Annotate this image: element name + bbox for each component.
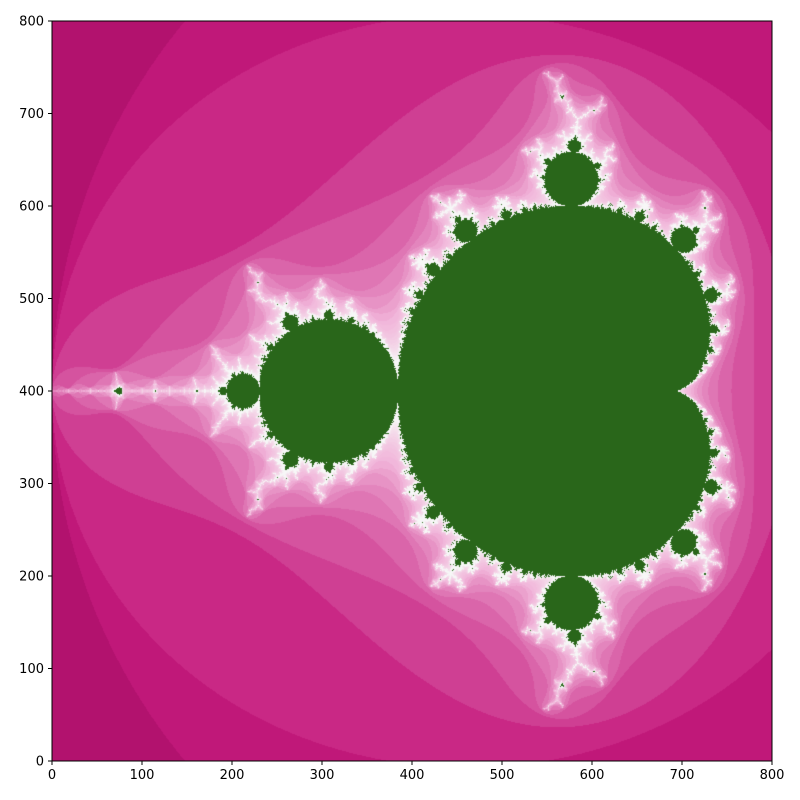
y-tick-label: 300 (19, 477, 44, 492)
y-axis: 0 100 200 300 400 500 600 700 800 (19, 15, 52, 770)
y-tick-label: 600 (19, 200, 44, 215)
y-tick-label: 100 (19, 662, 44, 677)
x-tick-label: 700 (670, 768, 695, 783)
x-tick-label: 0 (48, 768, 56, 783)
x-tick-label: 500 (490, 768, 515, 783)
plot-area (52, 21, 772, 761)
x-tick-label: 100 (130, 768, 155, 783)
y-tick-label: 500 (19, 292, 44, 307)
y-tick-label: 800 (19, 15, 44, 30)
x-tick-label: 400 (400, 768, 425, 783)
y-tick-label: 400 (19, 385, 44, 400)
y-tick-label: 0 (36, 755, 44, 770)
x-axis: 0 100 200 300 400 500 600 700 800 (48, 761, 785, 783)
y-tick-label: 200 (19, 570, 44, 585)
fractal-heatmap-image (52, 21, 772, 761)
x-tick-label: 200 (220, 768, 245, 783)
y-tick-label: 700 (19, 107, 44, 122)
x-tick-label: 800 (760, 768, 785, 783)
x-tick-label: 600 (580, 768, 605, 783)
x-tick-label: 300 (310, 768, 335, 783)
